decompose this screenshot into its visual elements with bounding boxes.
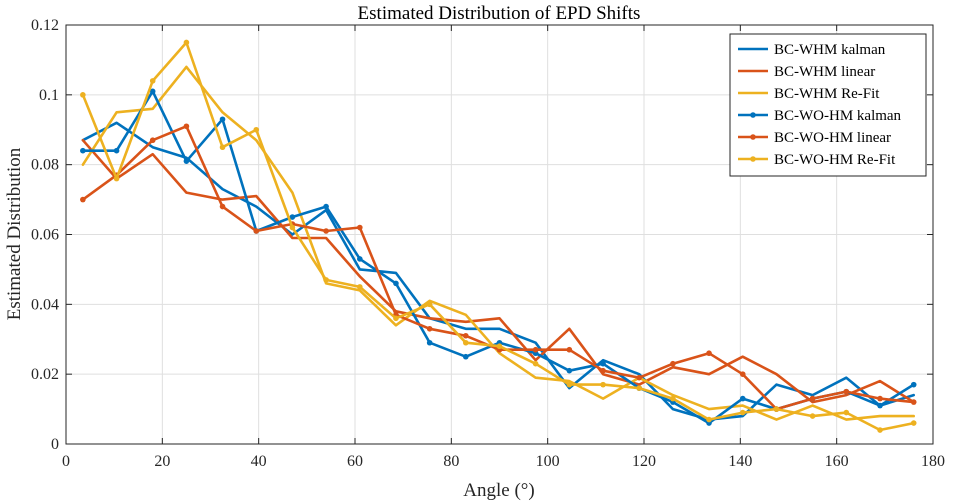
legend-marker-4 xyxy=(750,112,756,118)
data-point xyxy=(910,381,917,388)
data-point xyxy=(113,175,120,182)
data-point xyxy=(636,374,642,381)
data-point xyxy=(496,343,503,350)
data-point xyxy=(566,381,573,388)
legend-label-1: BC-WHM kalman xyxy=(774,42,886,58)
legend-label-5: BC-WO-HM linear xyxy=(774,130,891,146)
x-tick-label: 20 xyxy=(154,453,170,470)
series-line-3 xyxy=(81,65,916,421)
legend-label-4: BC-WO-HM kalman xyxy=(774,108,902,124)
data-point xyxy=(706,416,712,423)
legend-box xyxy=(729,33,927,177)
data-point xyxy=(80,196,86,203)
data-point xyxy=(706,350,712,357)
data-point xyxy=(289,224,296,231)
data-point xyxy=(393,315,399,322)
data-point xyxy=(289,214,296,220)
y-tick-label: 0.06 xyxy=(31,227,59,244)
data-point xyxy=(426,339,433,346)
x-tick-label: 60 xyxy=(347,453,363,470)
x-axis-title: Angle (°) xyxy=(463,480,534,501)
data-point xyxy=(566,346,573,353)
data-point xyxy=(393,280,399,287)
data-point xyxy=(149,88,156,95)
series-line-2 xyxy=(81,138,916,404)
data-point xyxy=(462,353,469,360)
data-point xyxy=(773,406,780,412)
data-point xyxy=(219,144,226,151)
y-tick-label: 0 xyxy=(51,436,59,453)
data-point xyxy=(739,371,746,377)
data-point xyxy=(877,402,883,409)
data-point xyxy=(253,228,260,234)
data-point xyxy=(809,413,816,419)
data-point xyxy=(739,409,746,416)
data-point xyxy=(809,395,816,402)
data-point xyxy=(739,395,746,402)
data-point xyxy=(600,367,606,374)
legend-marker-5 xyxy=(750,134,756,140)
legend-label-2: BC-WHM linear xyxy=(774,64,875,80)
data-point xyxy=(323,228,329,234)
data-point xyxy=(462,339,469,346)
legend-label-3: BC-WHM Re-Fit xyxy=(774,86,880,102)
data-point xyxy=(149,78,156,84)
data-point xyxy=(357,224,363,231)
data-point xyxy=(877,395,883,402)
data-point xyxy=(532,360,539,367)
data-point xyxy=(357,284,363,290)
data-point xyxy=(149,137,156,144)
data-point xyxy=(910,420,917,426)
data-point xyxy=(113,147,120,154)
data-point xyxy=(877,427,883,433)
data-point xyxy=(183,123,190,130)
data-point xyxy=(253,126,260,133)
y-tick-label: 0.04 xyxy=(31,296,59,313)
data-point xyxy=(426,325,433,332)
data-point xyxy=(566,367,573,374)
data-point xyxy=(219,116,226,123)
data-point xyxy=(426,301,433,308)
y-tick-label: 0.12 xyxy=(31,17,59,34)
data-point xyxy=(910,399,917,405)
data-point xyxy=(80,92,86,98)
data-point xyxy=(183,158,190,164)
data-point xyxy=(80,147,86,154)
data-point xyxy=(636,385,642,391)
series-line-1 xyxy=(81,121,916,421)
y-tick-label: 0.02 xyxy=(31,366,59,383)
legend-label-6: BC-WO-HM Re-Fit xyxy=(774,152,896,168)
y-axis-title: Estimated Distribution xyxy=(4,147,25,320)
y-tick-label: 0.1 xyxy=(39,87,59,104)
data-point xyxy=(323,203,329,210)
data-point xyxy=(670,360,676,367)
data-point xyxy=(532,346,539,353)
data-point xyxy=(183,39,190,46)
data-point xyxy=(462,332,469,339)
x-tick-label: 120 xyxy=(632,453,656,470)
data-point xyxy=(600,360,606,367)
y-tick-label: 0.08 xyxy=(31,157,59,174)
data-point xyxy=(600,381,606,388)
x-tick-label: 160 xyxy=(825,453,849,470)
chart-title: Estimated Distribution of EPD Shifts xyxy=(358,3,641,24)
data-point xyxy=(843,388,850,395)
x-tick-label: 180 xyxy=(921,453,945,470)
x-tick-label: 0 xyxy=(62,453,70,470)
x-tick-label: 80 xyxy=(443,453,459,470)
data-point xyxy=(323,277,329,283)
data-point xyxy=(670,395,676,402)
legend-marker-6 xyxy=(750,156,756,162)
data-point xyxy=(219,203,226,210)
x-tick-label: 140 xyxy=(728,453,752,470)
data-point xyxy=(843,409,850,416)
plot-area: 0 20 40 60 80 100 120 140 160 180 0 0.02 0.04 0.06 0.0… xyxy=(31,17,945,470)
x-tick-label: 40 xyxy=(251,453,267,470)
data-point xyxy=(357,256,363,262)
x-tick-label: 100 xyxy=(536,453,560,470)
